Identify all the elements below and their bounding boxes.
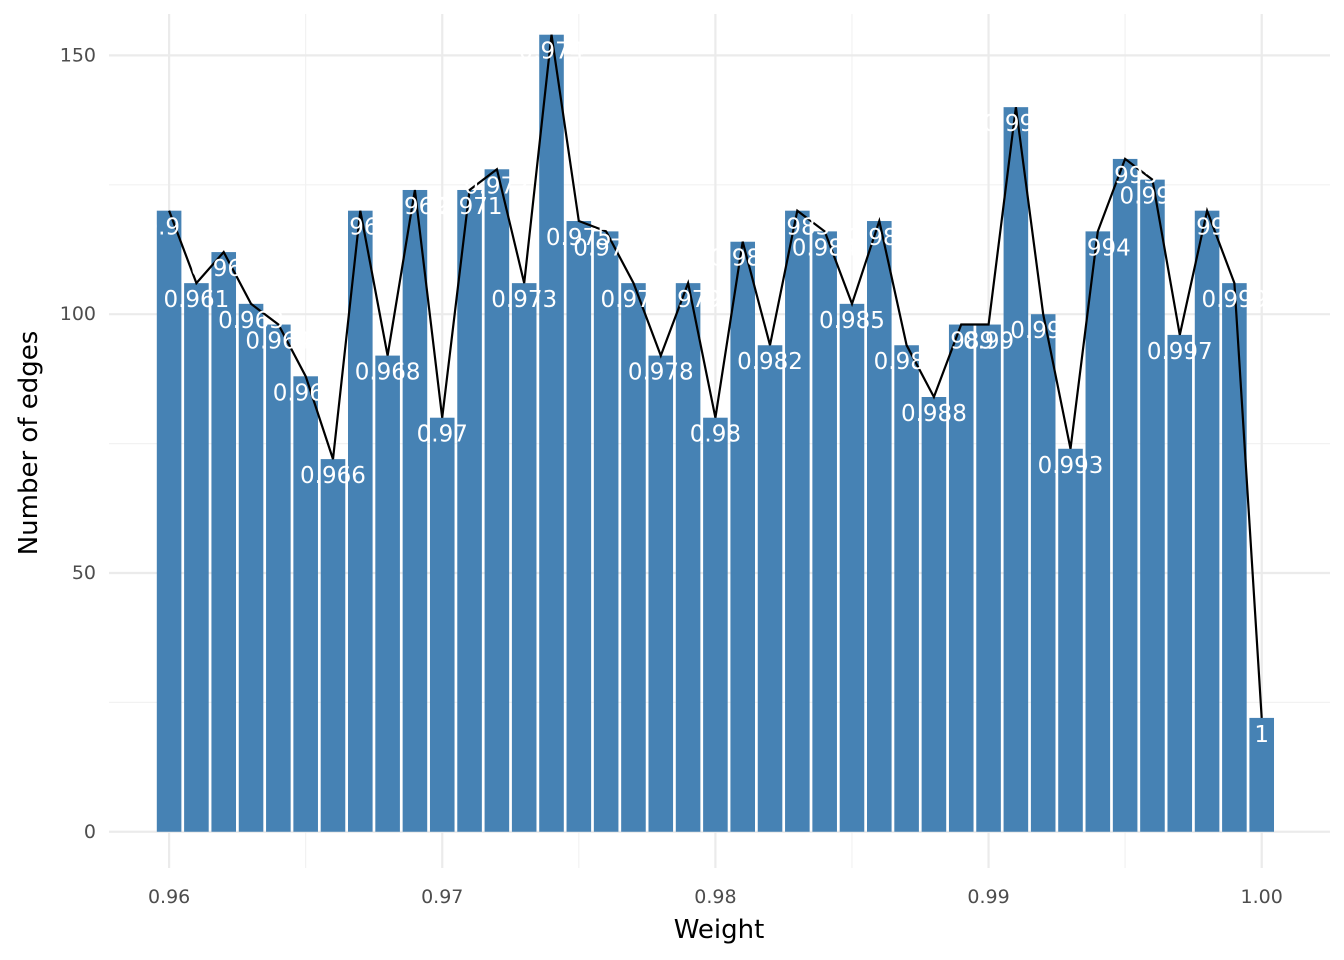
bar	[839, 303, 865, 832]
trend-line	[168, 34, 1263, 718]
bar-value-label: 0.983	[764, 215, 830, 241]
x-tick-label: 1.00	[1241, 886, 1283, 908]
bar-value-label: 0.961	[163, 287, 229, 313]
y-tick-label: 0	[84, 821, 96, 843]
y-tick-label: 150	[60, 44, 96, 66]
bar	[266, 324, 291, 832]
x-axis-title: Weight	[674, 915, 765, 945]
bar	[320, 459, 346, 832]
bar	[1167, 334, 1193, 832]
bar	[511, 283, 537, 832]
bar	[621, 283, 646, 832]
bar-value-label: 0.99	[963, 329, 1014, 355]
x-tick-label: 0.97	[421, 886, 463, 908]
bar	[156, 210, 182, 832]
bar-value-label: 0.968	[355, 360, 421, 386]
bar-value-label: 0.973	[491, 287, 557, 313]
bar-value-label: 0.989	[928, 329, 994, 355]
bar	[457, 189, 482, 832]
bar	[867, 221, 892, 832]
bar-value-label: 0.977	[601, 287, 667, 313]
bar-value-label: 0.998	[1174, 215, 1240, 241]
bar	[730, 241, 756, 832]
bar-value-label: 0.97	[417, 422, 468, 448]
bar-value-label: 0.999	[1201, 287, 1267, 313]
bar-value-label: 0.975	[546, 225, 612, 251]
bar	[484, 169, 510, 832]
bar	[757, 345, 783, 832]
bar-value-label: 0.992	[1010, 318, 1076, 344]
bar	[785, 210, 810, 832]
bar	[1085, 231, 1111, 832]
bar	[375, 355, 400, 832]
x-axis-ticks: 0.96 0.97 0.98 0.99 1.00	[148, 886, 1283, 908]
bar-value-label: 0.994	[1065, 235, 1131, 261]
bar	[539, 34, 564, 832]
bar-value-label: 0.981	[710, 246, 776, 272]
bar-value-label: 0.993	[1038, 453, 1104, 479]
bar-value-label: 0.971	[437, 194, 503, 220]
bar	[593, 231, 619, 832]
bar-value-label: 0.969	[382, 194, 448, 220]
bar-value-label: 0.985	[819, 308, 885, 334]
bar	[648, 355, 674, 832]
bar	[1030, 314, 1056, 832]
bar-value-label: 0.976	[573, 235, 639, 261]
y-axis-title: Number of edges	[14, 331, 44, 556]
bar	[566, 221, 592, 832]
bar-value-label: 1	[1254, 722, 1269, 748]
bar	[184, 283, 209, 832]
bar	[1140, 179, 1165, 832]
bar-labels: 0.960.9610.9620.9630.9640.9650.9660.9670…	[143, 39, 1269, 748]
x-tick-label: 0.96	[148, 886, 190, 908]
bar	[675, 283, 701, 832]
bar	[429, 417, 455, 832]
bar	[238, 303, 264, 832]
bar-value-label: 0.972	[464, 173, 530, 199]
bar-value-label: 0.986	[846, 225, 912, 251]
y-tick-label: 50	[72, 562, 96, 584]
bar	[1003, 107, 1029, 832]
bar	[703, 417, 728, 832]
bar	[1222, 283, 1247, 832]
y-tick-label: 100	[60, 303, 96, 325]
bar-value-label: 0.984	[792, 235, 858, 261]
bar-value-label: 0.987	[874, 349, 940, 375]
bar	[812, 231, 837, 832]
bar-value-label: 0.988	[901, 401, 967, 427]
bar-value-label: 0.991	[983, 111, 1049, 137]
bar-value-label: 0.964	[245, 329, 311, 355]
bar-value-label: 0.974	[519, 39, 585, 65]
bar-value-label: 0.982	[737, 349, 803, 375]
bar-value-label: 0.979	[655, 287, 721, 313]
bar	[894, 345, 919, 832]
bar	[1249, 717, 1275, 832]
bar-value-label: 0.966	[300, 463, 366, 489]
bar-value-label: 0.996	[1120, 184, 1186, 210]
bar-value-label: 0.995	[1092, 163, 1158, 189]
bar-value-label: 0.963	[218, 308, 284, 334]
bars	[156, 34, 1275, 832]
bar-value-label: 0.967	[327, 215, 393, 241]
bar-value-label: 0.962	[191, 256, 257, 282]
bar	[976, 324, 1001, 832]
bar	[948, 324, 974, 832]
bar	[402, 189, 428, 832]
x-tick-label: 0.99	[967, 886, 1009, 908]
bar	[1194, 210, 1220, 832]
bar-value-label: 0.978	[628, 360, 694, 386]
bar-value-label: 0.997	[1147, 339, 1213, 365]
bar-value-label: 0.98	[690, 422, 741, 448]
bar-value-label: 0.96	[143, 215, 194, 241]
bar	[921, 397, 947, 832]
bar	[348, 210, 373, 832]
x-tick-label: 0.98	[694, 886, 736, 908]
bar	[293, 376, 318, 832]
y-axis-ticks: 0 50 100 150	[60, 44, 96, 842]
bar	[1112, 158, 1138, 832]
bar-value-label: 0.965	[273, 380, 339, 406]
bar	[211, 252, 237, 832]
bar	[1058, 448, 1083, 832]
